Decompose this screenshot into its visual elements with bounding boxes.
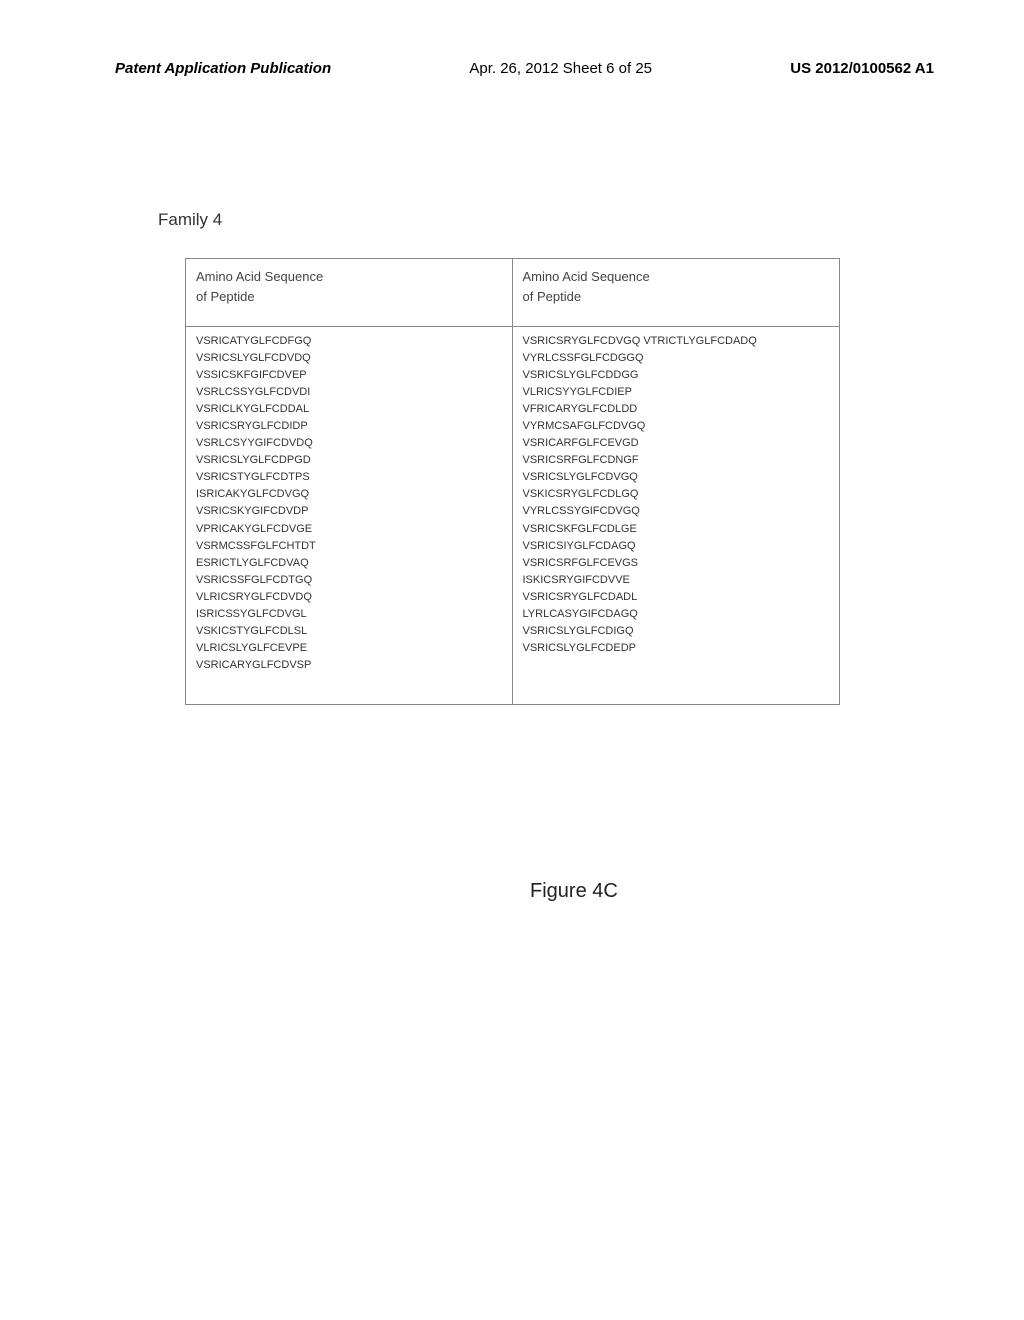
sequence-item: VSRICSLYGLFCDPGD [196,452,502,469]
table-header-col2-line1: Amino Acid Sequence [523,269,650,284]
sequence-item: VSRICSRYGLFCDIDP [196,418,502,435]
table-header-col2-line2: of Peptide [523,289,582,304]
sequence-item: VLRICSLYGLFCEVPE [196,640,502,657]
sequence-item: VSRICSLYGLFCDEDP [523,640,830,657]
sequence-item: VSRICARYGLFCDVSP [196,657,502,674]
sequence-item: VSRICLKYGLFCDDAL [196,401,502,418]
table-body-col1: VSRICATYGLFCDFGQVSRICSLYGLFCDVDQVSSICSKF… [186,327,513,704]
figure-caption: Figure 4C [530,880,618,903]
sequence-item: VSSICSKFGIFCDVEP [196,367,502,384]
table-body-col2: VSRICSRYGLFCDVGQ VTRICTLYGLFCDADQVYRLCSS… [513,327,840,704]
sequence-item: LYRLCASYGIFCDAGQ [523,606,830,623]
sequence-item: VFRICARYGLFCDLDD [523,401,830,418]
sequence-item: VSKICSTYGLFCDLSL [196,623,502,640]
sequence-item: VSRICSLYGLFCDVGQ [523,469,830,486]
sequence-item: VSRICARFGLFCEVGD [523,435,830,452]
sequence-item: VPRICAKYGLFCDVGE [196,521,502,538]
sequence-item: ESRICTLYGLFCDVAQ [196,555,502,572]
sequence-item: VYRLCSSYGIFCDVGQ [523,503,830,520]
sequence-item: VSRICSLYGLFCDIGQ [523,623,830,640]
table-header-col1-line1: Amino Acid Sequence [196,269,323,284]
sequence-item: ISRICSSYGLFCDVGL [196,606,502,623]
sequence-item: VSRICSKFGLFCDLGE [523,521,830,538]
sequence-table: Amino Acid Sequence of Peptide Amino Aci… [185,258,840,705]
header-patent-number: US 2012/0100562 A1 [790,60,934,77]
sequence-item: VLRICSRYGLFCDVDQ [196,589,502,606]
table-header-row: Amino Acid Sequence of Peptide Amino Aci… [186,259,839,327]
sequence-item: VYRLCSSFGLFCDGGQ [523,350,830,367]
sequence-item: VSRICSLYGLFCDDGG [523,367,830,384]
header-date-sheet: Apr. 26, 2012 Sheet 6 of 25 [469,60,652,77]
sequence-item: VSRICSRYGLFCDVGQ VTRICTLYGLFCDADQ [523,333,830,350]
family-label: Family 4 [158,210,222,230]
sequence-item: VSRICSKYGIFCDVDP [196,503,502,520]
sequence-item: VSRICSRYGLFCDADL [523,589,830,606]
table-body-row: VSRICATYGLFCDFGQVSRICSLYGLFCDVDQVSSICSKF… [186,327,839,704]
sequence-item: ISRICAKYGLFCDVGQ [196,486,502,503]
sequence-item: ISKICSRYGIFCDVVE [523,572,830,589]
sequence-item: VSRICSRFGLFCDNGF [523,452,830,469]
sequence-item: VSRLCSYYGIFCDVDQ [196,435,502,452]
sequence-item: VSRICSIYGLFCDAGQ [523,538,830,555]
sequence-item: VSRICSTYGLFCDTPS [196,469,502,486]
sequence-item: VSRLCSSYGLFCDVDI [196,384,502,401]
sequence-item: VYRMCSAFGLFCDVGQ [523,418,830,435]
table-header-col1-line2: of Peptide [196,289,255,304]
sequence-item: VSRMCSSFGLFCHTDT [196,538,502,555]
sequence-item: VSKICSRYGLFCDLGQ [523,486,830,503]
sequence-item: VSRICSLYGLFCDVDQ [196,350,502,367]
table-header-col2: Amino Acid Sequence of Peptide [513,259,840,326]
sequence-item: VSRICATYGLFCDFGQ [196,333,502,350]
header-publication: Patent Application Publication [115,60,331,77]
sequence-item: VSRICSRFGLFCEVGS [523,555,830,572]
table-header-col1: Amino Acid Sequence of Peptide [186,259,513,326]
page-header: Patent Application Publication Apr. 26, … [0,60,1024,77]
sequence-item: VLRICSYYGLFCDIEP [523,384,830,401]
sequence-item: VSRICSSFGLFCDTGQ [196,572,502,589]
